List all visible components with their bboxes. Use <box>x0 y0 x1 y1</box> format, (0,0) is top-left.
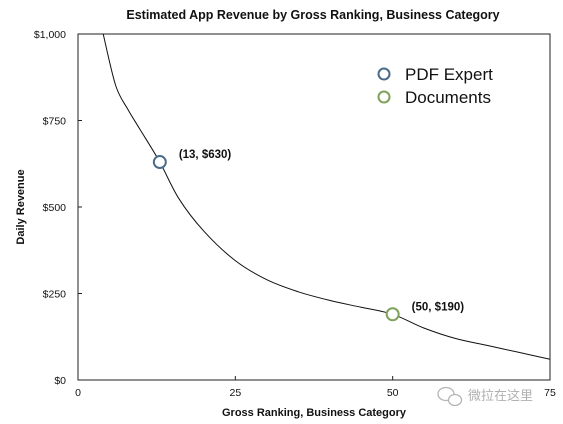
x-tick-label: 75 <box>544 387 556 399</box>
y-axis-label: Daily Revenue <box>15 169 27 244</box>
legend-label-1: Documents <box>405 88 491 107</box>
legend: PDF Expert Documents <box>377 65 493 107</box>
y-tick-label: $750 <box>43 116 67 128</box>
data-point-0 <box>152 155 167 170</box>
x-tick-label: 0 <box>75 387 81 399</box>
data-label-0: (13, $630) <box>179 149 232 161</box>
data-label-1: (50, $190) <box>412 301 465 313</box>
data-points <box>152 155 400 322</box>
x-tick-label: 25 <box>229 387 241 399</box>
trend-line <box>102 33 551 360</box>
x-axis: 0 25 50 75 <box>75 376 556 399</box>
y-tick-label: $500 <box>43 202 67 214</box>
y-tick-label: $250 <box>43 289 67 301</box>
x-axis-label: Gross Ranking, Business Category <box>222 407 407 419</box>
chart-title: Estimated App Revenue by Gross Ranking, … <box>126 8 499 22</box>
watermark: 微拉在这里 <box>437 386 533 407</box>
data-annotations: (13, $630) (50, $190) <box>179 149 464 313</box>
y-axis: $0 $250 $500 $750 $1,000 <box>34 29 82 387</box>
y-tick-label: $0 <box>54 375 66 387</box>
y-tick-label: $1,000 <box>34 29 66 41</box>
legend-label-0: PDF Expert <box>405 65 493 84</box>
wechat-icon <box>437 386 463 407</box>
watermark-text: 微拉在这里 <box>468 388 533 404</box>
legend-marker-0 <box>377 67 391 81</box>
x-tick-label: 50 <box>387 387 399 399</box>
data-point-1 <box>385 307 400 322</box>
plot-frame <box>77 33 551 381</box>
legend-marker-1 <box>377 90 391 104</box>
